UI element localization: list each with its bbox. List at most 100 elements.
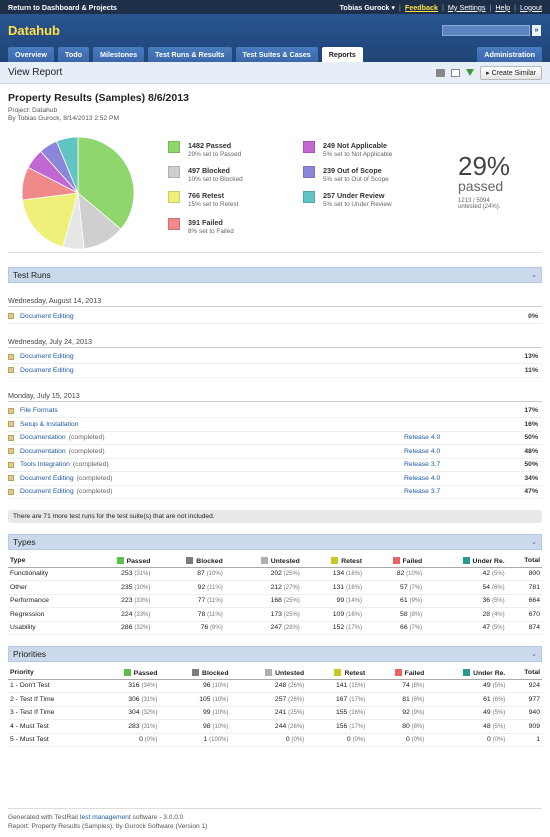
test-run-row: File Formats 17%	[8, 405, 542, 418]
row-total: 940	[507, 706, 542, 720]
column-header: Blocked	[152, 555, 225, 568]
row-total: 909	[507, 719, 542, 734]
test-management-link[interactable]: test management	[79, 814, 131, 821]
cell-value: 58 (8%)	[364, 607, 425, 622]
column-header: Failed	[367, 667, 427, 680]
run-name-link[interactable]: Documentation	[20, 447, 66, 455]
row-label: Functionality	[8, 567, 85, 581]
run-folder-icon	[8, 367, 14, 374]
run-percent: 50%	[524, 434, 538, 442]
run-name-link[interactable]: File Formats	[20, 407, 58, 415]
cell-value: 61 (6%)	[426, 692, 508, 707]
download-icon[interactable]	[466, 69, 475, 76]
summary-panel: 1482 Passed 29% set to Passed 497 Blocke…	[8, 123, 542, 253]
run-name-link[interactable]: Tools Integration	[20, 461, 70, 469]
cell-value: 223 (33%)	[84, 594, 153, 608]
status-pie-chart	[21, 136, 135, 250]
report-author: By Tobias Gurock, 8/14/2013 2:52 PM	[8, 115, 119, 122]
table-row: 1 - Don't Test 316 (34%) 96 (10%) 248 (26%)…	[8, 679, 542, 693]
cell-value: 105 (10%)	[159, 692, 231, 707]
milestone-link[interactable]: Release 4.0	[404, 447, 441, 455]
passed-summary: 29% passed 1213 / 5094 untested (24%).	[458, 151, 510, 210]
cell-value: 92 (9%)	[367, 706, 427, 720]
tab-administration[interactable]: Administration	[477, 47, 542, 62]
tab-overview[interactable]: Overview	[8, 47, 54, 62]
help-link[interactable]: Help	[495, 2, 511, 12]
cell-value: 96 (10%)	[159, 679, 231, 693]
logout-link[interactable]: Logout	[520, 2, 542, 12]
run-folder-icon	[8, 353, 14, 360]
tab-milestones[interactable]: Milestones	[93, 47, 145, 62]
test-run-row: Document Editing (completed) Release 4.0…	[8, 472, 542, 486]
table-row: 5 - Must Test 0 (0%) 1 (100%) 0 (0%) 0 (0%) 0…	[8, 733, 542, 747]
cell-value: 36 (5%)	[424, 594, 507, 608]
milestone-link[interactable]: Release 3.7	[404, 461, 441, 469]
column-header: Total	[507, 667, 542, 680]
table-row: Usability 286 (32%) 76 (8%) 247 (28%) 152 (1…	[8, 621, 542, 635]
cell-value: 0 (0%)	[426, 733, 508, 747]
legend-swatch	[168, 191, 180, 203]
status-swatch	[331, 556, 339, 564]
run-percent: 47%	[524, 488, 538, 496]
status-swatch	[186, 556, 194, 564]
legend-swatch	[168, 166, 180, 178]
run-name-link[interactable]: Setup & Installation	[20, 420, 79, 428]
column-header: Priority	[8, 667, 94, 680]
tab-test-runs-results[interactable]: Test Runs & Results	[148, 47, 232, 62]
cell-value: 57 (7%)	[364, 580, 425, 595]
tab-test-suites-cases[interactable]: Test Suites & Cases	[235, 47, 318, 62]
collapse-icon[interactable]: ⌄	[531, 539, 537, 546]
return-link[interactable]: Return to Dashboard & Projects	[8, 2, 118, 12]
status-swatch	[123, 668, 131, 676]
milestone-link[interactable]: Release 3.7	[404, 488, 441, 496]
run-name-link[interactable]: Document Editing	[20, 353, 74, 361]
collapse-icon[interactable]: ⌄	[531, 651, 537, 658]
run-name-link[interactable]: Document Editing	[20, 474, 74, 482]
cell-value: 156 (17%)	[306, 719, 368, 734]
table-row: Functionality 253 (31%) 87 (10%) 202 (25%) 1…	[8, 567, 542, 581]
row-label: Regression	[8, 607, 85, 622]
create-similar-button[interactable]: ▸ Create Similar	[480, 65, 542, 80]
milestone-link[interactable]: Release 4.0	[404, 434, 441, 442]
cell-value: 0 (0%)	[367, 733, 427, 747]
run-name-link[interactable]: Document Editing	[20, 488, 74, 496]
cell-value: 76 (8%)	[152, 621, 225, 635]
settings-link[interactable]: My Settings	[447, 2, 486, 12]
run-name-link[interactable]: Document Editing	[20, 366, 74, 374]
feedback-link[interactable]: Feedback	[404, 2, 439, 12]
run-name-link[interactable]: Documentation	[20, 434, 66, 442]
collapse-icon[interactable]: ⌄	[531, 272, 537, 279]
column-header: Failed	[364, 555, 425, 568]
row-label: Usability	[8, 621, 85, 635]
cell-value: 283 (31%)	[93, 719, 160, 734]
milestone-link[interactable]: Release 4.0	[404, 474, 441, 482]
legend-main: 249 Not Applicable	[323, 141, 388, 150]
email-icon[interactable]	[451, 68, 461, 77]
table-header-row: Priority Passed Blocked Untested Retest Faile…	[8, 667, 542, 680]
run-percent: 11%	[524, 366, 538, 374]
status-swatch	[260, 556, 268, 564]
cell-value: 173 (25%)	[224, 607, 302, 622]
run-percent: 0%	[528, 312, 538, 320]
legend-item: 1482 Passed 29% set to Passed	[168, 141, 298, 165]
tab-todo[interactable]: Todo	[57, 47, 89, 62]
priorities-header[interactable]: Priorities ⌄	[8, 646, 542, 662]
legend-main: 497 Blocked	[188, 166, 230, 175]
user-menu[interactable]: Tobias Gurock ▾	[339, 2, 395, 12]
project-name[interactable]: Datahub	[8, 23, 60, 38]
row-total: 874	[506, 621, 542, 635]
row-label: 3 - Test If Time	[8, 706, 94, 720]
run-percent: 13%	[524, 353, 538, 361]
print-icon[interactable]	[436, 68, 446, 77]
report-project: Project: Datahub	[8, 107, 58, 114]
tab-reports[interactable]: Reports	[321, 47, 363, 62]
test-runs-header[interactable]: Test Runs ⌄	[8, 267, 542, 283]
row-total: 977	[507, 692, 542, 707]
legend-sub: 5% set to Out of Scope	[323, 176, 389, 183]
run-name-link[interactable]: Document Editing	[20, 312, 74, 320]
search-go-button[interactable]: »	[532, 25, 541, 36]
search-input[interactable]	[442, 25, 530, 36]
cell-value: 248 (26%)	[230, 679, 307, 693]
test-run-row: Setup & Installation 16%	[8, 418, 542, 432]
types-header[interactable]: Types ⌄	[8, 534, 542, 550]
